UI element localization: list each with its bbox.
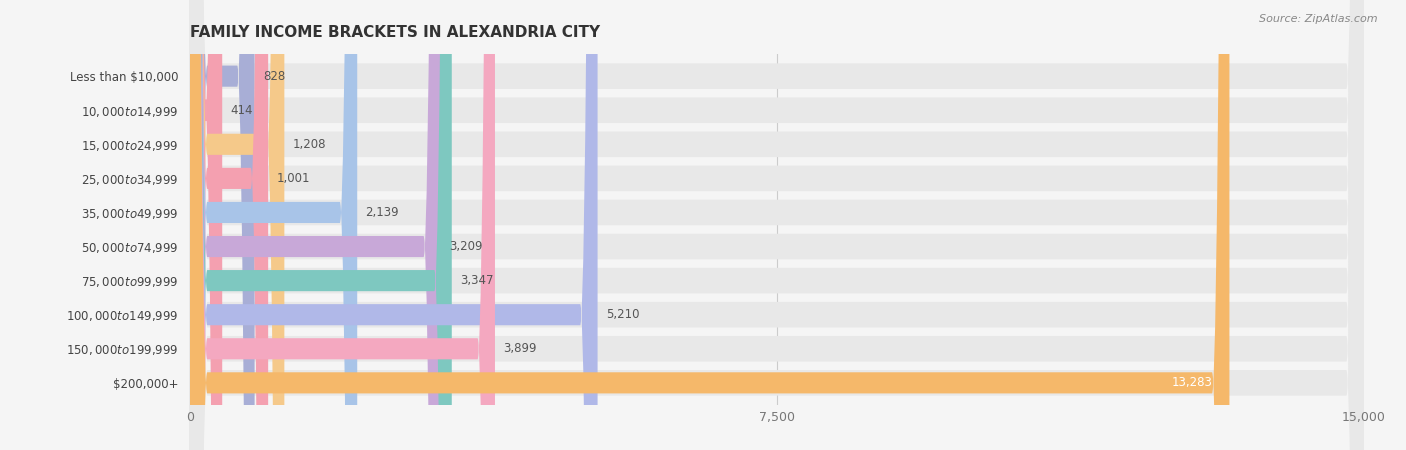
FancyBboxPatch shape — [190, 0, 1364, 450]
Text: FAMILY INCOME BRACKETS IN ALEXANDRIA CITY: FAMILY INCOME BRACKETS IN ALEXANDRIA CIT… — [190, 25, 600, 40]
FancyBboxPatch shape — [190, 0, 254, 450]
FancyBboxPatch shape — [190, 0, 441, 450]
FancyBboxPatch shape — [190, 0, 357, 450]
FancyBboxPatch shape — [190, 0, 1364, 450]
FancyBboxPatch shape — [190, 0, 1229, 450]
FancyBboxPatch shape — [190, 0, 451, 450]
Text: 13,283: 13,283 — [1173, 376, 1213, 389]
FancyBboxPatch shape — [190, 0, 1364, 450]
Text: 414: 414 — [231, 104, 253, 117]
Text: 1,001: 1,001 — [277, 172, 309, 185]
FancyBboxPatch shape — [190, 0, 598, 450]
FancyBboxPatch shape — [190, 0, 495, 450]
Text: 1,208: 1,208 — [292, 138, 326, 151]
Text: 2,139: 2,139 — [366, 206, 399, 219]
Text: 3,899: 3,899 — [503, 342, 537, 355]
FancyBboxPatch shape — [190, 0, 1364, 450]
FancyBboxPatch shape — [190, 0, 1364, 450]
Text: Source: ZipAtlas.com: Source: ZipAtlas.com — [1260, 14, 1378, 23]
Text: 828: 828 — [263, 70, 285, 83]
FancyBboxPatch shape — [190, 0, 1364, 450]
FancyBboxPatch shape — [190, 0, 269, 450]
FancyBboxPatch shape — [190, 0, 1364, 450]
FancyBboxPatch shape — [190, 0, 284, 450]
Text: 3,347: 3,347 — [460, 274, 494, 287]
Text: 5,210: 5,210 — [606, 308, 640, 321]
Text: 3,209: 3,209 — [449, 240, 482, 253]
FancyBboxPatch shape — [190, 0, 222, 450]
FancyBboxPatch shape — [190, 0, 1364, 450]
FancyBboxPatch shape — [190, 0, 1364, 450]
FancyBboxPatch shape — [190, 0, 1364, 450]
